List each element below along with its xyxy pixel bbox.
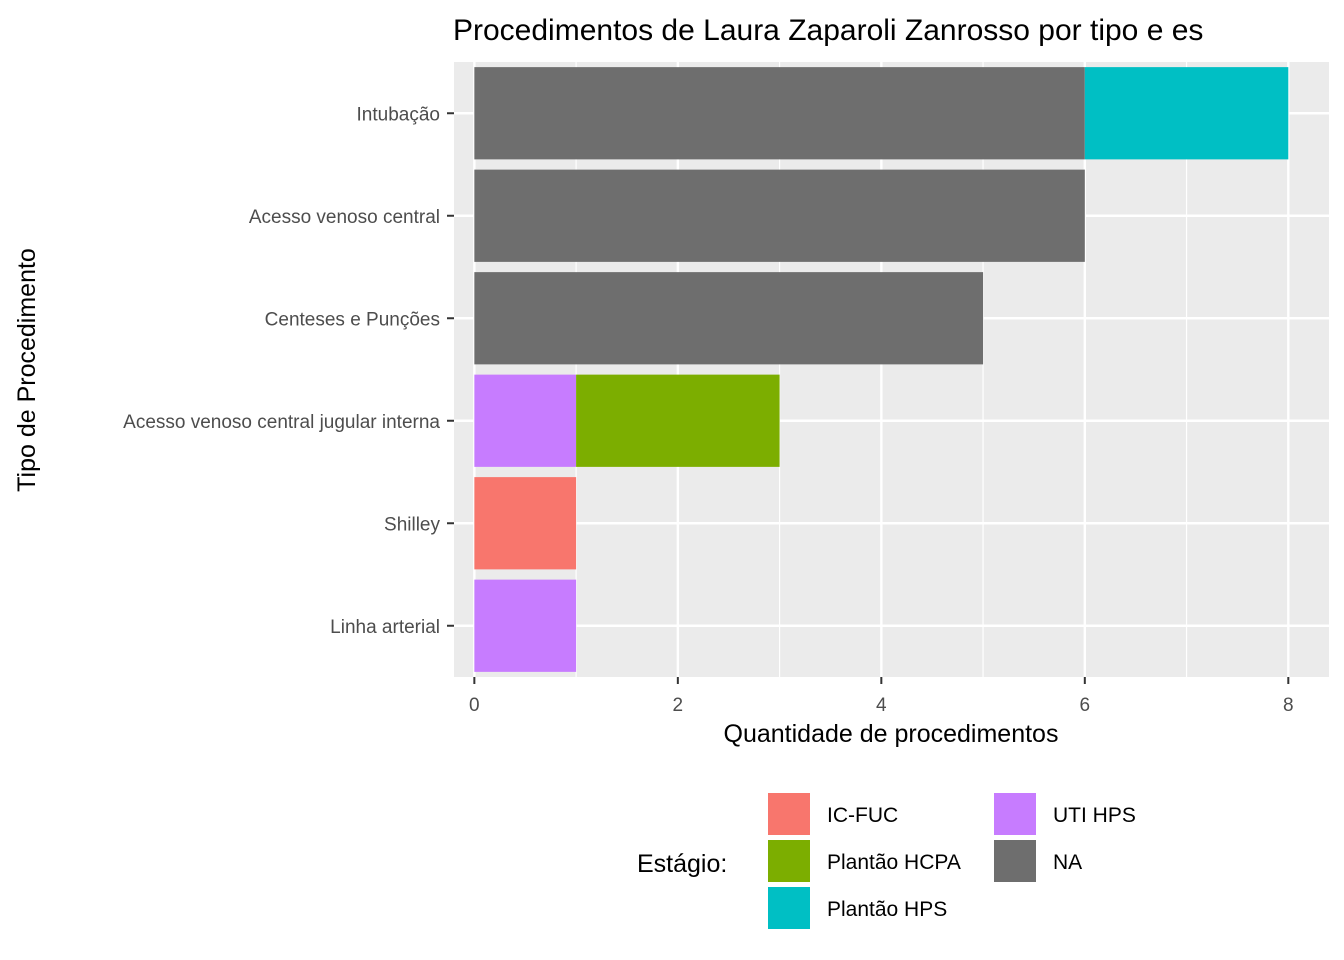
legend-title: Estágio: [637, 850, 727, 878]
x-tick-label: 6 [1080, 695, 1091, 716]
bar-segment [474, 272, 984, 365]
bars [474, 67, 1289, 672]
bar-segment [474, 477, 577, 570]
bar-segment [474, 374, 577, 467]
legend-label: UTI HPS [1053, 804, 1136, 827]
legend-label: Plantão HPS [827, 898, 947, 921]
x-axis-label: Quantidade de procedimentos [724, 720, 1059, 748]
bar-segment [474, 67, 1085, 160]
x-tick-label: 8 [1283, 695, 1294, 716]
x-axis: 0 2 4 6 8 [469, 677, 1294, 716]
legend-label: NA [1053, 851, 1082, 874]
y-tick-label: Acesso venoso central jugular interna [123, 412, 440, 433]
legend-key [768, 793, 810, 835]
legend-key [768, 887, 810, 929]
legend: Estágio: IC-FUC Plantão HCPA Plantão HPS UT… [637, 793, 1136, 929]
bar-segment [576, 374, 780, 467]
chart-title: Procedimentos de Laura Zaparoli Zanrosso… [453, 14, 1203, 47]
legend-key [994, 793, 1036, 835]
plot-panel [454, 62, 1329, 677]
bar-segment [474, 169, 1085, 262]
y-tick-label: Shilley [384, 514, 440, 535]
y-tick-label: Intubação [357, 104, 440, 125]
y-axis: Intubação Acesso venoso central Centeses e… [123, 104, 454, 638]
bar-segment [1084, 67, 1289, 160]
legend-label: IC-FUC [827, 804, 898, 827]
x-tick-label: 0 [469, 695, 480, 716]
y-tick-label: Acesso venoso central [249, 207, 440, 228]
y-tick-label: Linha arterial [330, 617, 440, 638]
bar-segment [474, 579, 577, 672]
legend-key [994, 840, 1036, 882]
x-tick-label: 4 [876, 695, 887, 716]
y-axis-label: Tipo de Procedimento [13, 248, 41, 492]
x-tick-label: 2 [673, 695, 684, 716]
y-tick-label: Centeses e Punções [265, 309, 440, 330]
legend-label: Plantão HCPA [827, 851, 961, 874]
grid-minor [575, 62, 1188, 677]
legend-key [768, 840, 810, 882]
